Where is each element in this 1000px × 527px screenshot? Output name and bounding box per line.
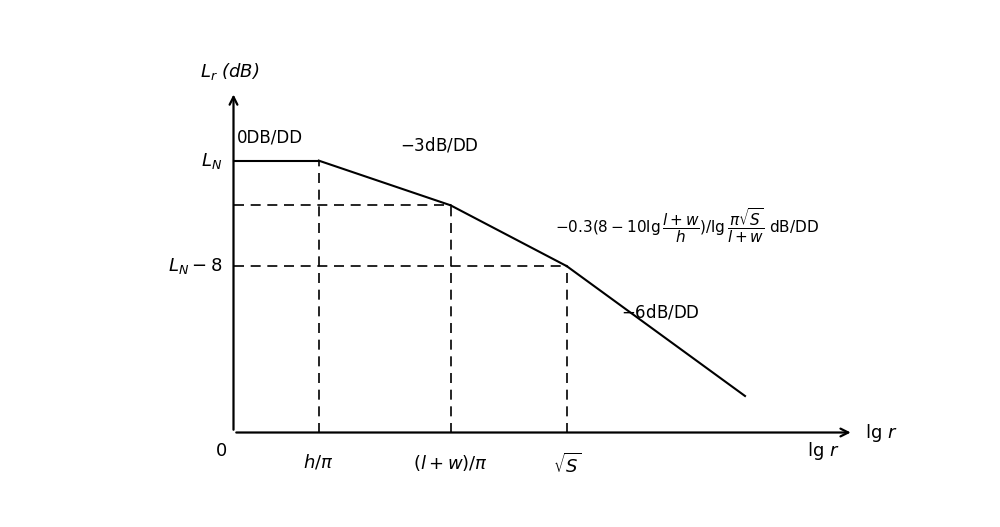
- Text: 0: 0: [216, 442, 228, 460]
- Text: $-6\mathrm{dB/DD}$: $-6\mathrm{dB/DD}$: [621, 302, 700, 321]
- Text: $(l+w)/\pi$: $(l+w)/\pi$: [413, 453, 488, 473]
- Text: $\sqrt{S}$: $\sqrt{S}$: [553, 453, 581, 477]
- Text: $L_N-8$: $L_N-8$: [168, 256, 222, 276]
- Text: $h/\pi$: $h/\pi$: [303, 453, 334, 472]
- Text: $\mathrm{lg}\ r$: $\mathrm{lg}\ r$: [865, 422, 898, 444]
- Text: $-0.3(8-10\lg\dfrac{l+w}{h})/\lg\dfrac{\pi\sqrt{S}}{l+w}\ \mathrm{dB/DD}$: $-0.3(8-10\lg\dfrac{l+w}{h})/\lg\dfrac{\…: [555, 206, 819, 245]
- Text: 0DB/DD: 0DB/DD: [237, 129, 304, 147]
- Text: $\mathrm{lg}\ r$: $\mathrm{lg}\ r$: [807, 440, 840, 462]
- Text: $L_r$ (dB): $L_r$ (dB): [200, 61, 259, 82]
- Text: $L_N$: $L_N$: [201, 151, 222, 171]
- Text: $-3\mathrm{dB/DD}$: $-3\mathrm{dB/DD}$: [400, 135, 479, 154]
